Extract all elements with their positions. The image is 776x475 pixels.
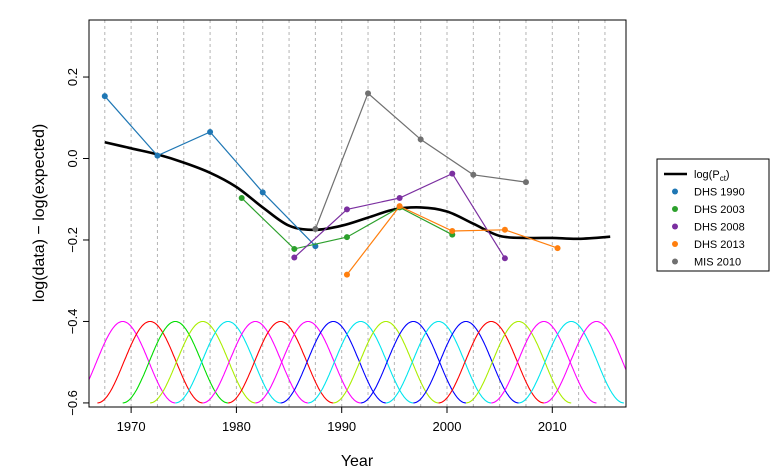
x-axis-label: Year <box>341 453 374 470</box>
data-point <box>522 179 529 186</box>
x-tick-label: 2010 <box>538 419 567 434</box>
basis-curve <box>465 320 572 404</box>
basis-curve <box>255 320 361 404</box>
data-point <box>554 245 561 252</box>
basis-curve <box>175 320 281 404</box>
data-point <box>343 234 350 241</box>
basis-curve <box>360 320 467 404</box>
data-point <box>291 254 298 261</box>
legend-label: DHS 1990 <box>694 187 745 199</box>
x-tick-label: 1970 <box>117 419 146 434</box>
data-point <box>417 136 424 143</box>
basis-curve <box>280 320 386 404</box>
legend-label: DHS 2013 <box>694 239 745 251</box>
data-point <box>449 228 456 235</box>
x-tick-label: 1990 <box>327 419 356 434</box>
basis-curve <box>543 320 626 404</box>
series-dhs-2008 <box>291 170 508 262</box>
y-tick-label: −0.4 <box>65 309 80 335</box>
legend: log(Pct) DHS 1990 DHS 2003 DHS 2008 DHS 2013… <box>656 158 770 272</box>
legend-label: log(Pct) <box>694 169 730 183</box>
data-point <box>343 206 350 213</box>
data-point <box>207 129 214 136</box>
legend-box <box>656 158 770 272</box>
basis-curve <box>227 320 334 404</box>
basis-curve <box>333 320 439 404</box>
data-point <box>312 225 319 232</box>
data-point <box>101 93 108 100</box>
y-tick-label: −0.6 <box>65 390 80 416</box>
data-point <box>154 152 161 159</box>
basis-curve <box>307 320 414 404</box>
y-tick-label: 0.2 <box>65 68 80 86</box>
x-tick-label: 1980 <box>222 419 251 434</box>
legend-label: DHS 2003 <box>694 204 745 216</box>
legend-swatch <box>672 188 678 195</box>
data-point <box>396 195 403 202</box>
series-dhs-2013 <box>343 203 561 278</box>
data-point <box>470 171 477 178</box>
legend-label: MIS 2010 <box>694 257 741 269</box>
data-point <box>501 226 508 233</box>
y-axis: −0.6 −0.4 −0.2 0.0 0.2 <box>65 68 89 416</box>
legend-swatch <box>672 223 678 230</box>
data-point <box>449 170 456 177</box>
data-point <box>396 203 403 210</box>
data-point <box>343 271 350 278</box>
data-point <box>238 195 245 202</box>
basis-curve <box>202 320 309 404</box>
basis-functions <box>89 320 626 404</box>
y-tick-label: 0.0 <box>65 149 80 167</box>
series-dhs-1990 <box>101 93 319 250</box>
basis-curve <box>97 320 203 404</box>
fit-curve-group <box>104 140 611 241</box>
y-tick-label: −0.2 <box>65 227 80 253</box>
series-mis-2010 <box>312 90 529 232</box>
data-point <box>365 90 372 97</box>
series-line <box>346 205 558 275</box>
x-tick-label: 2000 <box>433 419 462 434</box>
legend-swatch <box>672 241 678 247</box>
basis-curve <box>89 320 176 404</box>
y-axis-label: log(data) − log(expected) <box>31 124 48 302</box>
grid-lines <box>104 20 606 407</box>
basis-curve <box>122 320 229 404</box>
data-point <box>291 245 298 252</box>
basis-curve <box>413 320 519 404</box>
plot-frame <box>88 19 627 408</box>
basis-curve <box>491 320 597 404</box>
basis-curve <box>518 320 624 404</box>
legend-swatch <box>672 258 678 265</box>
basis-curve <box>150 320 256 404</box>
basis-curve <box>385 320 492 404</box>
fit-curve <box>104 140 611 241</box>
data-point <box>259 189 266 196</box>
basis-curve <box>438 320 544 404</box>
x-axis: 1970 1980 1990 2000 2010 <box>117 407 567 434</box>
legend-swatch <box>672 206 678 212</box>
series-line <box>293 172 506 259</box>
data-point <box>501 255 508 262</box>
data-series <box>101 90 561 278</box>
legend-label: DHS 2008 <box>694 222 745 234</box>
